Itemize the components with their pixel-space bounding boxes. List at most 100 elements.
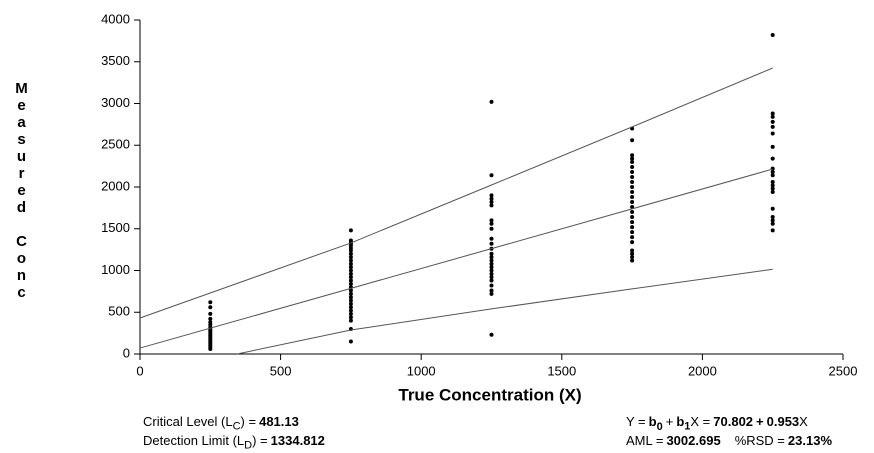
point — [348, 248, 353, 253]
point — [489, 241, 494, 246]
point — [489, 255, 494, 260]
point — [489, 200, 494, 205]
point — [489, 283, 494, 288]
value: 3002.695 — [666, 433, 721, 448]
point — [770, 111, 775, 116]
y-tick-label: 500 — [108, 304, 130, 319]
point — [630, 210, 635, 215]
point — [489, 226, 494, 231]
label: %RSD = — [734, 433, 785, 448]
point — [348, 318, 353, 323]
y-tick-label: 0 — [123, 345, 130, 360]
point — [348, 258, 353, 263]
point — [770, 169, 775, 174]
value: 23.13% — [787, 433, 832, 448]
point — [348, 295, 353, 300]
y-tick-label: 2000 — [101, 178, 130, 193]
point — [489, 271, 494, 276]
equation: Y = b0 + b1X = 70.802 +0.953X — [626, 414, 811, 433]
point — [770, 33, 775, 38]
point — [770, 186, 775, 191]
point — [770, 183, 775, 188]
point — [770, 131, 775, 136]
point — [348, 301, 353, 306]
point — [770, 215, 775, 220]
y-tick-label: 1000 — [101, 262, 130, 277]
label: Critical Level (L — [143, 414, 233, 429]
point — [348, 275, 353, 280]
text: b — [648, 414, 657, 429]
point — [348, 255, 353, 260]
point — [630, 164, 635, 169]
point — [630, 240, 635, 245]
x-tick-label: 2000 — [688, 363, 717, 378]
point — [489, 173, 494, 178]
point — [489, 99, 494, 104]
aml-rsd: AML = 3002.695 %RSD = 23.13% — [626, 433, 835, 448]
point — [489, 196, 494, 201]
point — [630, 156, 635, 161]
value: 70.802 — [713, 414, 754, 429]
point — [489, 221, 494, 226]
point — [208, 316, 213, 321]
point — [348, 315, 353, 320]
point — [630, 153, 635, 158]
point — [770, 190, 775, 195]
fit-line — [139, 168, 773, 349]
point — [630, 235, 635, 240]
point — [770, 218, 775, 223]
critical-level: Critical Level (LC) = 481.13 — [143, 414, 302, 433]
point — [630, 169, 635, 174]
point — [630, 179, 635, 184]
text: b — [676, 414, 685, 429]
point — [770, 221, 775, 226]
point — [770, 124, 775, 129]
point — [489, 258, 494, 263]
point — [630, 174, 635, 179]
point — [489, 275, 494, 280]
point — [348, 311, 353, 316]
point — [630, 195, 635, 200]
point — [348, 298, 353, 303]
fit-line — [139, 67, 773, 319]
detection-limit: Detection Limit (LD) = 1334.812 — [143, 433, 328, 452]
text: + — [756, 414, 764, 429]
x-tick-label: 1500 — [547, 363, 576, 378]
point — [489, 291, 494, 296]
point — [489, 332, 494, 337]
point — [348, 265, 353, 270]
text: + — [665, 414, 674, 429]
y-tick-label: 2500 — [101, 137, 130, 152]
point — [630, 215, 635, 220]
point — [348, 288, 353, 293]
point — [630, 200, 635, 205]
point — [348, 278, 353, 283]
label: ) = — [240, 414, 257, 429]
point — [348, 291, 353, 296]
point — [630, 159, 635, 164]
x-tick-label: 0 — [136, 363, 143, 378]
point — [630, 220, 635, 225]
point — [348, 271, 353, 276]
point — [770, 144, 775, 149]
point — [489, 268, 494, 273]
point — [630, 251, 635, 256]
point — [489, 203, 494, 208]
point — [348, 305, 353, 310]
x-tick-label: 500 — [270, 363, 292, 378]
point — [630, 138, 635, 143]
point — [770, 206, 775, 211]
point — [630, 190, 635, 195]
point — [770, 173, 775, 178]
point — [489, 265, 494, 270]
point — [348, 251, 353, 256]
y-tick-label: 1500 — [101, 220, 130, 235]
point — [770, 114, 775, 119]
y-tick-label: 3000 — [101, 95, 130, 110]
point — [630, 185, 635, 189]
point — [489, 278, 494, 283]
point — [630, 225, 635, 230]
sub: C — [232, 420, 241, 433]
